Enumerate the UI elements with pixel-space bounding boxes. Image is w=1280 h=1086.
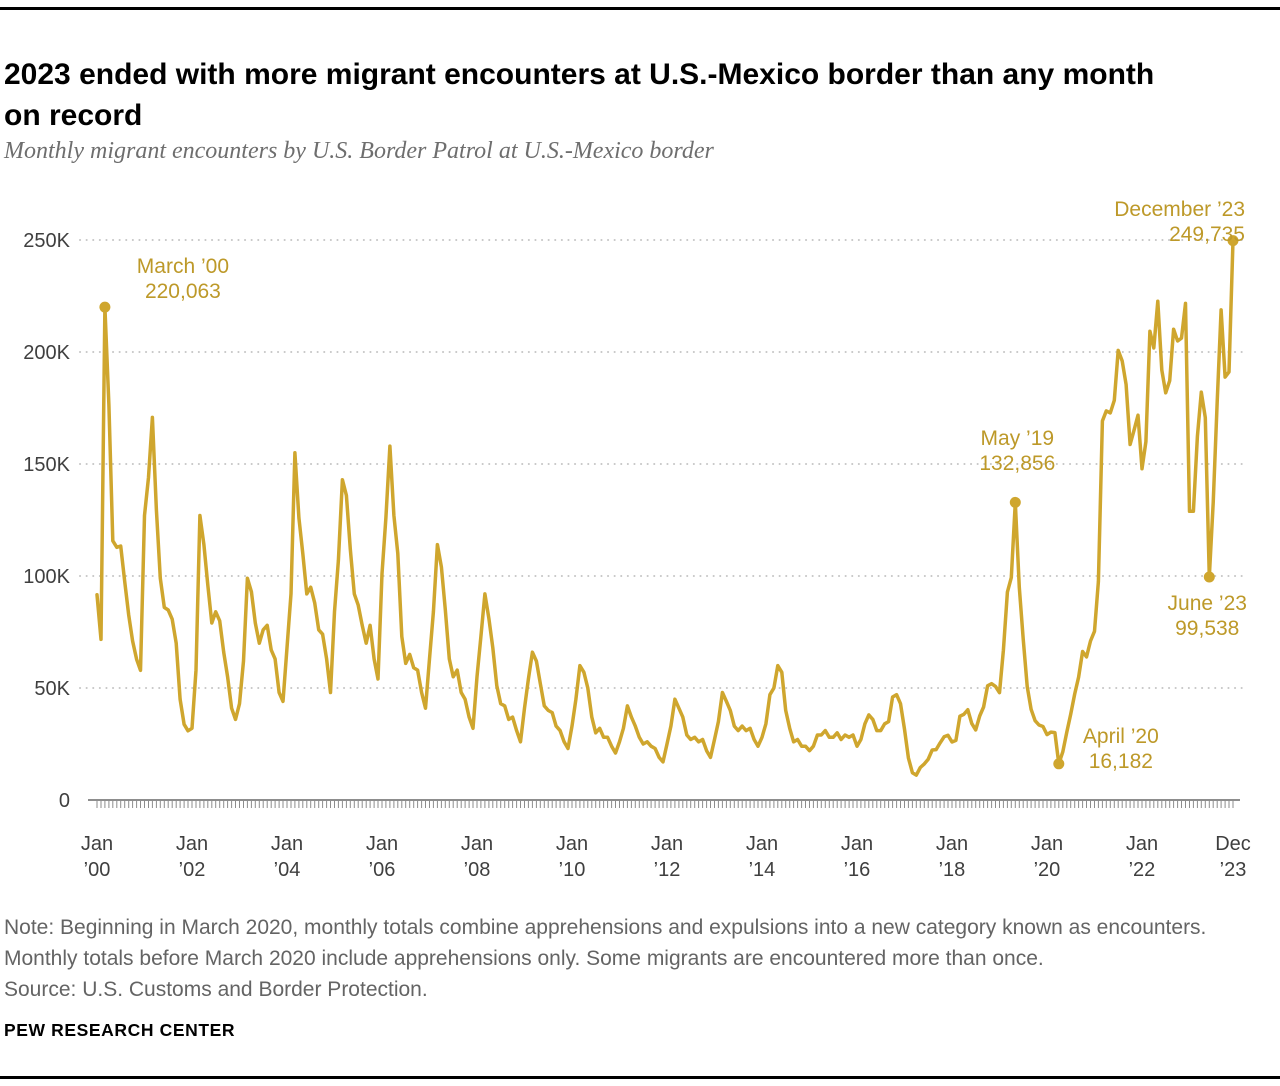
source-text: Source: U.S. Customs and Border Protecti… bbox=[4, 978, 428, 1001]
x-axis-label: Jan ’02 bbox=[176, 833, 208, 881]
chart-canvas: 0 50K 100K 150K 200K 250K Jan ’00 Jan ’02 Jan ’04 Ja… bbox=[23, 230, 1251, 881]
x-axis-label: Dec ’23 bbox=[1215, 833, 1251, 881]
line-chart: 0 50K 100K 150K 200K 250K Jan ’00 Jan ’02 Jan ’04 Ja… bbox=[0, 170, 1280, 890]
bottom-rule bbox=[0, 1076, 1280, 1079]
y-axis-label: 100K bbox=[23, 566, 70, 588]
x-axis-label: Jan ’20 bbox=[1031, 833, 1063, 881]
chart-subtitle: Monthly migrant encounters by U.S. Borde… bbox=[4, 138, 714, 164]
pew-research-center-wordmark: PEW RESEARCH CENTER bbox=[4, 1020, 236, 1040]
annotation-dot bbox=[1009, 496, 1021, 508]
x-axis-label: Jan ’14 bbox=[746, 833, 778, 881]
x-axis-label: Jan ’10 bbox=[556, 833, 588, 881]
y-axis-label: 250K bbox=[23, 230, 70, 252]
annotation-dot bbox=[1203, 571, 1215, 583]
y-axis-label: 50K bbox=[34, 678, 70, 700]
x-axis-label: Jan ’00 bbox=[81, 833, 113, 881]
data-line bbox=[95, 238, 1235, 777]
page-title: 2023 ended with more migrant encounters … bbox=[4, 58, 1155, 133]
annotation-dot bbox=[99, 301, 111, 313]
x-axis-label: Jan ’04 bbox=[271, 833, 303, 881]
y-axis-label: 0 bbox=[59, 790, 70, 812]
y-axis-label: 150K bbox=[23, 454, 70, 476]
top-rule bbox=[0, 7, 1280, 10]
y-axis-label: 200K bbox=[23, 342, 70, 364]
note-block: Note: Beginning in March 2020, monthly t… bbox=[4, 912, 1209, 1005]
x-axis-label: Jan ’16 bbox=[841, 833, 873, 881]
annotation-dot bbox=[1227, 235, 1239, 247]
annotation-dot bbox=[1053, 758, 1065, 770]
x-axis-label: Jan ’12 bbox=[651, 833, 683, 881]
x-axis-label: Jan ’18 bbox=[936, 833, 968, 881]
x-axis-label: Jan ’08 bbox=[461, 833, 493, 881]
note-text: Note: Beginning in March 2020, monthly t… bbox=[4, 916, 1207, 970]
x-axis-label: Jan ’06 bbox=[366, 833, 398, 881]
x-axis-label: Jan ’22 bbox=[1126, 833, 1158, 881]
